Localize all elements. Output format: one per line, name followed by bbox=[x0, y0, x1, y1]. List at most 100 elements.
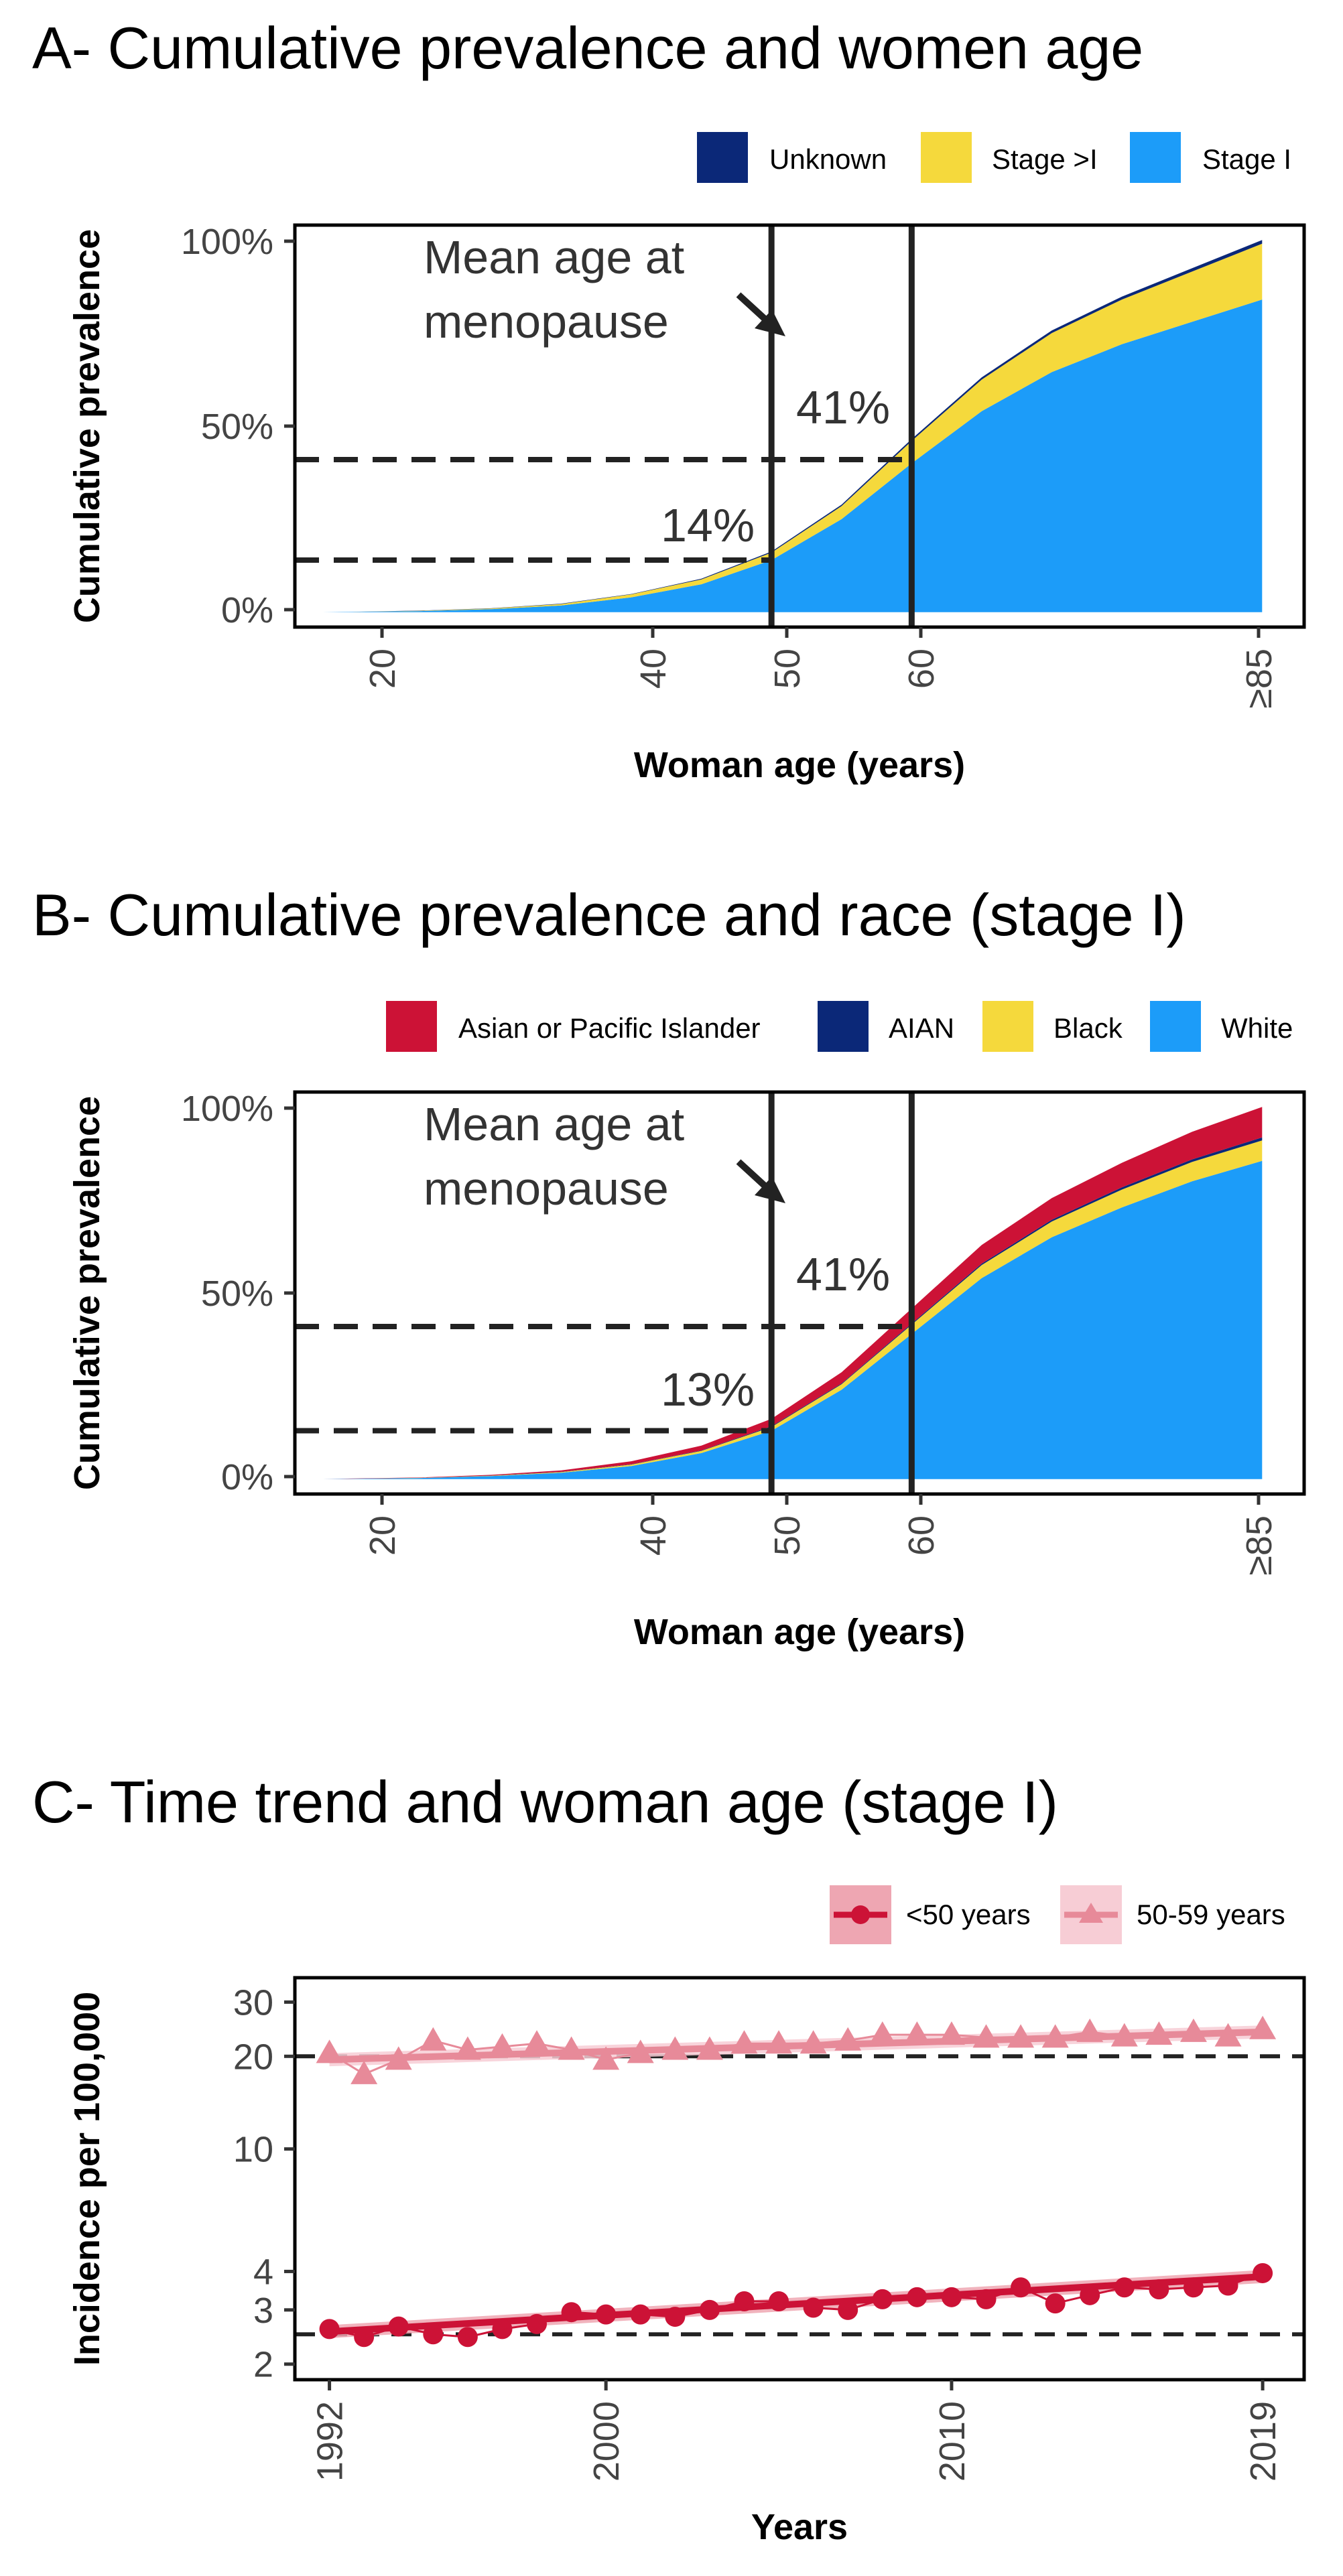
point-50-59-1993 bbox=[350, 2060, 378, 2084]
point-under50-1992 bbox=[319, 2319, 340, 2340]
point-50-59-2001 bbox=[627, 2039, 654, 2063]
legend-label-api: Asian or Pacific Islander bbox=[458, 1012, 761, 1044]
point-under50-1997 bbox=[492, 2319, 513, 2340]
x-tick-label-50-b: 50 bbox=[767, 1515, 808, 1556]
panel-b-title: B- Cumulative prevalence and race (stage… bbox=[32, 882, 1186, 948]
panel-c-series bbox=[316, 2015, 1277, 2348]
point-50-59-1997 bbox=[489, 2033, 516, 2057]
legend-swatch-stage-i bbox=[1130, 132, 1181, 183]
y-tick-label-50: 50% bbox=[201, 407, 273, 447]
connector-line-under50 bbox=[329, 2272, 1263, 2338]
y-tick-label-100: 100% bbox=[181, 222, 273, 262]
point-under50-2006 bbox=[803, 2297, 824, 2318]
point-under50-2001 bbox=[630, 2304, 651, 2325]
point-50-59-2002 bbox=[661, 2036, 689, 2060]
point-under50-2019 bbox=[1253, 2262, 1273, 2283]
point-under50-2007 bbox=[838, 2299, 858, 2320]
x-tick-label-40: 40 bbox=[633, 649, 674, 689]
legend-label-stage-gt-i: Stage >I bbox=[992, 143, 1098, 175]
legend-label-black: Black bbox=[1053, 1012, 1123, 1044]
annotation-menopause-line2: menopause bbox=[424, 295, 669, 348]
point-50-59-1992 bbox=[316, 2039, 343, 2063]
x-tick-label-85: ≥85 bbox=[1239, 649, 1279, 709]
x-tick-label-20: 20 bbox=[363, 649, 403, 689]
x-tick-label-60-b: 60 bbox=[901, 1515, 942, 1556]
panel-b-legend: Asian or Pacific Islander AIAN Black Whi… bbox=[386, 1001, 1293, 1052]
point-50-59-2007 bbox=[834, 2027, 862, 2051]
point-50-59-1996 bbox=[454, 2036, 481, 2060]
legend-swatch-unknown bbox=[697, 132, 748, 183]
point-under50-1995 bbox=[423, 2324, 444, 2345]
x-tick-label-60: 60 bbox=[901, 649, 942, 689]
point-under50-2013 bbox=[1045, 2293, 1066, 2314]
panel-b-annotations: 41% 13% Mean age at menopause bbox=[424, 1098, 890, 1416]
y-tick-label-c-3: 3 bbox=[253, 2291, 273, 2331]
point-50-59-2013 bbox=[1041, 2024, 1069, 2048]
y-tick-label-0: 0% bbox=[221, 590, 273, 630]
point-under50-2015 bbox=[1114, 2277, 1135, 2298]
y-tick-label-0-b: 0% bbox=[221, 1457, 273, 1497]
panel-c-x-axis: 1992 2000 2010 2019 bbox=[310, 2380, 1283, 2482]
legend-swatch-aian bbox=[818, 1001, 869, 1052]
point-under50-2016 bbox=[1149, 2279, 1169, 2300]
panel-c: C- Time trend and woman age (stage I) <5… bbox=[32, 1769, 1306, 2547]
point-50-59-2010 bbox=[938, 2021, 965, 2045]
annotation-41-label-b: 41% bbox=[796, 1248, 890, 1300]
legend-label-50-59: 50-59 years bbox=[1137, 1899, 1285, 1930]
point-under50-2011 bbox=[976, 2289, 997, 2309]
panel-a-x-axis-title: Woman age (years) bbox=[634, 745, 965, 785]
point-50-59-2014 bbox=[1076, 2018, 1104, 2042]
panel-a-reference-lines bbox=[295, 225, 915, 627]
point-50-59-2015 bbox=[1110, 2023, 1138, 2047]
panel-a: A- Cumulative prevalence and women age U… bbox=[32, 15, 1306, 785]
legend-swatch-black bbox=[982, 1001, 1033, 1052]
point-50-59-2008 bbox=[869, 2021, 896, 2045]
legend-label-unknown: Unknown bbox=[769, 143, 887, 175]
area-black bbox=[322, 1140, 1263, 1479]
x-tick-label-50: 50 bbox=[767, 649, 808, 689]
panel-c-legend: <50 years 50-59 years bbox=[830, 1885, 1285, 1944]
point-50-59-2000 bbox=[592, 2046, 620, 2070]
panel-a-y-axis-title: Cumulative prevalence bbox=[67, 229, 107, 623]
point-under50-2010 bbox=[941, 2287, 962, 2307]
point-under50-2012 bbox=[1011, 2277, 1031, 2298]
markers-under50 bbox=[319, 2262, 1273, 2348]
point-under50-1996 bbox=[457, 2327, 478, 2348]
point-under50-2003 bbox=[699, 2299, 720, 2320]
area-api bbox=[322, 1107, 1263, 1479]
annotation-arrowhead bbox=[755, 310, 785, 336]
area-stage-i bbox=[322, 299, 1263, 612]
point-under50-1998 bbox=[527, 2313, 548, 2334]
point-50-59-1999 bbox=[558, 2036, 585, 2060]
panel-b-areas bbox=[322, 1107, 1263, 1479]
panel-c-title: C- Time trend and woman age (stage I) bbox=[32, 1769, 1058, 1835]
panel-b-y-axis-title: Cumulative prevalence bbox=[67, 1096, 107, 1490]
point-50-59-1998 bbox=[523, 2030, 551, 2054]
point-under50-2014 bbox=[1080, 2285, 1100, 2305]
point-under50-2008 bbox=[872, 2289, 893, 2309]
panel-a-areas bbox=[322, 240, 1263, 612]
legend-marker-under50 bbox=[851, 1905, 870, 1924]
trend-line-50-59 bbox=[326, 2028, 1267, 2063]
point-50-59-1994 bbox=[385, 2046, 412, 2070]
legend-label-white: White bbox=[1221, 1012, 1293, 1044]
panel-a-x-axis: 20 40 50 60 ≥85 bbox=[363, 627, 1279, 709]
annotation-13-label-b: 13% bbox=[661, 1363, 755, 1416]
point-50-59-2012 bbox=[1007, 2024, 1035, 2048]
point-under50-2018 bbox=[1218, 2275, 1238, 2296]
point-under50-2005 bbox=[769, 2291, 789, 2311]
x-tick-label-c-1992: 1992 bbox=[310, 2401, 350, 2482]
legend-swatch-api bbox=[386, 1001, 437, 1052]
y-tick-label-c-20: 20 bbox=[233, 2037, 273, 2077]
panel-b-x-axis: 20 40 50 60 ≥85 bbox=[363, 1494, 1279, 1576]
series-50-59 bbox=[316, 2015, 1277, 2084]
legend-marker-50-59 bbox=[1079, 1903, 1103, 1923]
point-50-59-2003 bbox=[696, 2036, 723, 2060]
legend-swatch-stage-gt-i bbox=[921, 132, 972, 183]
x-tick-label-c-2019: 2019 bbox=[1243, 2401, 1283, 2482]
annotation-menopause-line1: Mean age at bbox=[424, 231, 684, 283]
panel-c-y-axis: 2 34 10 20 30 bbox=[233, 1982, 295, 2385]
panel-a-y-axis: 0% 50% 100% bbox=[181, 222, 295, 630]
series-under50 bbox=[319, 2262, 1273, 2348]
legend-label-stage-i: Stage I bbox=[1202, 143, 1291, 175]
